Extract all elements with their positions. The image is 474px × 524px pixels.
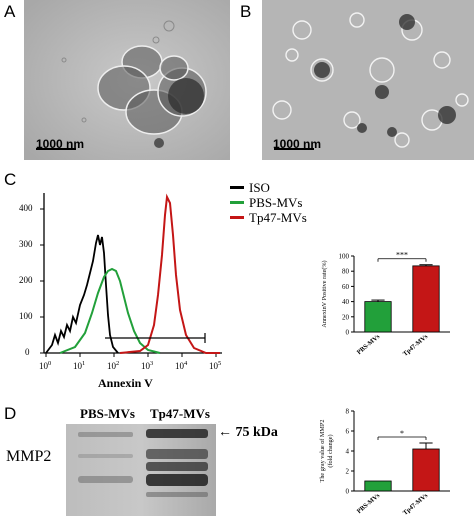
- bar-y-tick-label: 20: [342, 313, 350, 321]
- x-tick-3: 102: [107, 360, 120, 371]
- bar-chart-c: 0 20 40 60 80 100 PBS-MVs Tp47-MVs *** AnnexinV P…: [321, 251, 450, 358]
- significance-stars: ***: [396, 251, 408, 260]
- arrow-left-icon: ←: [218, 425, 232, 440]
- bar-y-axis-label: AnnexinV Positive rate(%): [321, 260, 328, 327]
- bar-category-label: Tp47-MVs: [402, 492, 430, 517]
- bar-category-label: Tp47-MVs: [402, 333, 430, 358]
- panel-letter-d: D: [4, 404, 17, 423]
- significance-stars: *: [400, 429, 404, 438]
- histogram-legend: ISO PBS-MVs Tp47-MVs: [230, 180, 340, 225]
- x-tick-1: 100: [39, 360, 52, 371]
- panel-letter-a: A: [4, 2, 16, 21]
- x-tick-5: 104: [175, 360, 188, 371]
- y-tick-400: 400: [19, 203, 33, 213]
- y-tick-0: 0: [25, 347, 30, 357]
- tem-image-a: [24, 0, 230, 160]
- bar-y-tick-label: 100: [339, 253, 350, 261]
- bar-y-tick-label: 6: [346, 428, 350, 436]
- legend-swatch-pbs: [230, 201, 244, 204]
- protein-label: MMP2: [6, 448, 52, 465]
- bar-pbs-mvs: [364, 480, 392, 492]
- bar-y-tick-label: 0: [346, 329, 350, 337]
- bar-y-tick-label: 40: [342, 298, 350, 306]
- lane-label-pbs: PBS-MVs: [80, 406, 135, 421]
- panel-letter-b: B: [240, 2, 252, 21]
- y-tick-200: 200: [19, 275, 33, 285]
- bar-y-tick-label: 0: [346, 488, 350, 496]
- histogram-x-label: Annexin V: [98, 376, 153, 390]
- histogram-iso-curve: [45, 234, 119, 354]
- bar-y-tick-label: 4: [346, 448, 350, 456]
- bar-y-axis-label: (fold change): [327, 434, 334, 467]
- bar-category-label: PBS-MVs: [356, 492, 382, 515]
- legend-swatch-iso: [230, 186, 244, 189]
- x-tick-6: 105: [209, 360, 222, 371]
- scalebar-label-b: 1000 nm: [273, 137, 322, 151]
- y-tick-100: 100: [19, 311, 33, 321]
- legend-item-pbs: PBS-MVs: [230, 195, 340, 210]
- x-tick-4: 103: [141, 360, 154, 371]
- bar-y-tick-label: 2: [346, 468, 350, 476]
- bar-y-tick-label: 60: [342, 283, 350, 291]
- x-tick-2: 101: [73, 360, 86, 371]
- flow-histogram: [40, 193, 222, 357]
- legend-swatch-tp47: [230, 216, 244, 219]
- histogram-tp47-curve: [119, 193, 220, 354]
- legend-item-iso: ISO: [230, 180, 340, 195]
- bar-pbs-mvs: [364, 301, 392, 333]
- bar-tp47-mvs: [412, 448, 440, 492]
- panel-letter-c: C: [4, 170, 17, 189]
- scalebar-label-a: 1000 nm: [36, 137, 85, 151]
- bar-category-label: PBS-MVs: [356, 333, 382, 356]
- histogram-pbs-curve: [59, 267, 161, 354]
- bar-y-tick-label: 8: [346, 408, 350, 416]
- y-tick-300: 300: [19, 239, 33, 249]
- western-blot-image: [66, 424, 216, 516]
- legend-item-tp47: Tp47-MVs: [230, 210, 340, 225]
- bar-chart-d: 0 2 4 6 8 PBS-MVs Tp47-MVs * The gray value of M…: [319, 408, 450, 517]
- tem-image-b: [262, 0, 474, 160]
- molecular-weight-marker: ← 75 kDa: [218, 425, 278, 440]
- bar-tp47-mvs: [412, 265, 440, 333]
- bar-y-axis-label: The gray value of MMP2: [319, 420, 326, 483]
- bar-y-tick-label: 80: [342, 268, 350, 276]
- lane-label-tp47: Tp47-MVs: [150, 406, 210, 421]
